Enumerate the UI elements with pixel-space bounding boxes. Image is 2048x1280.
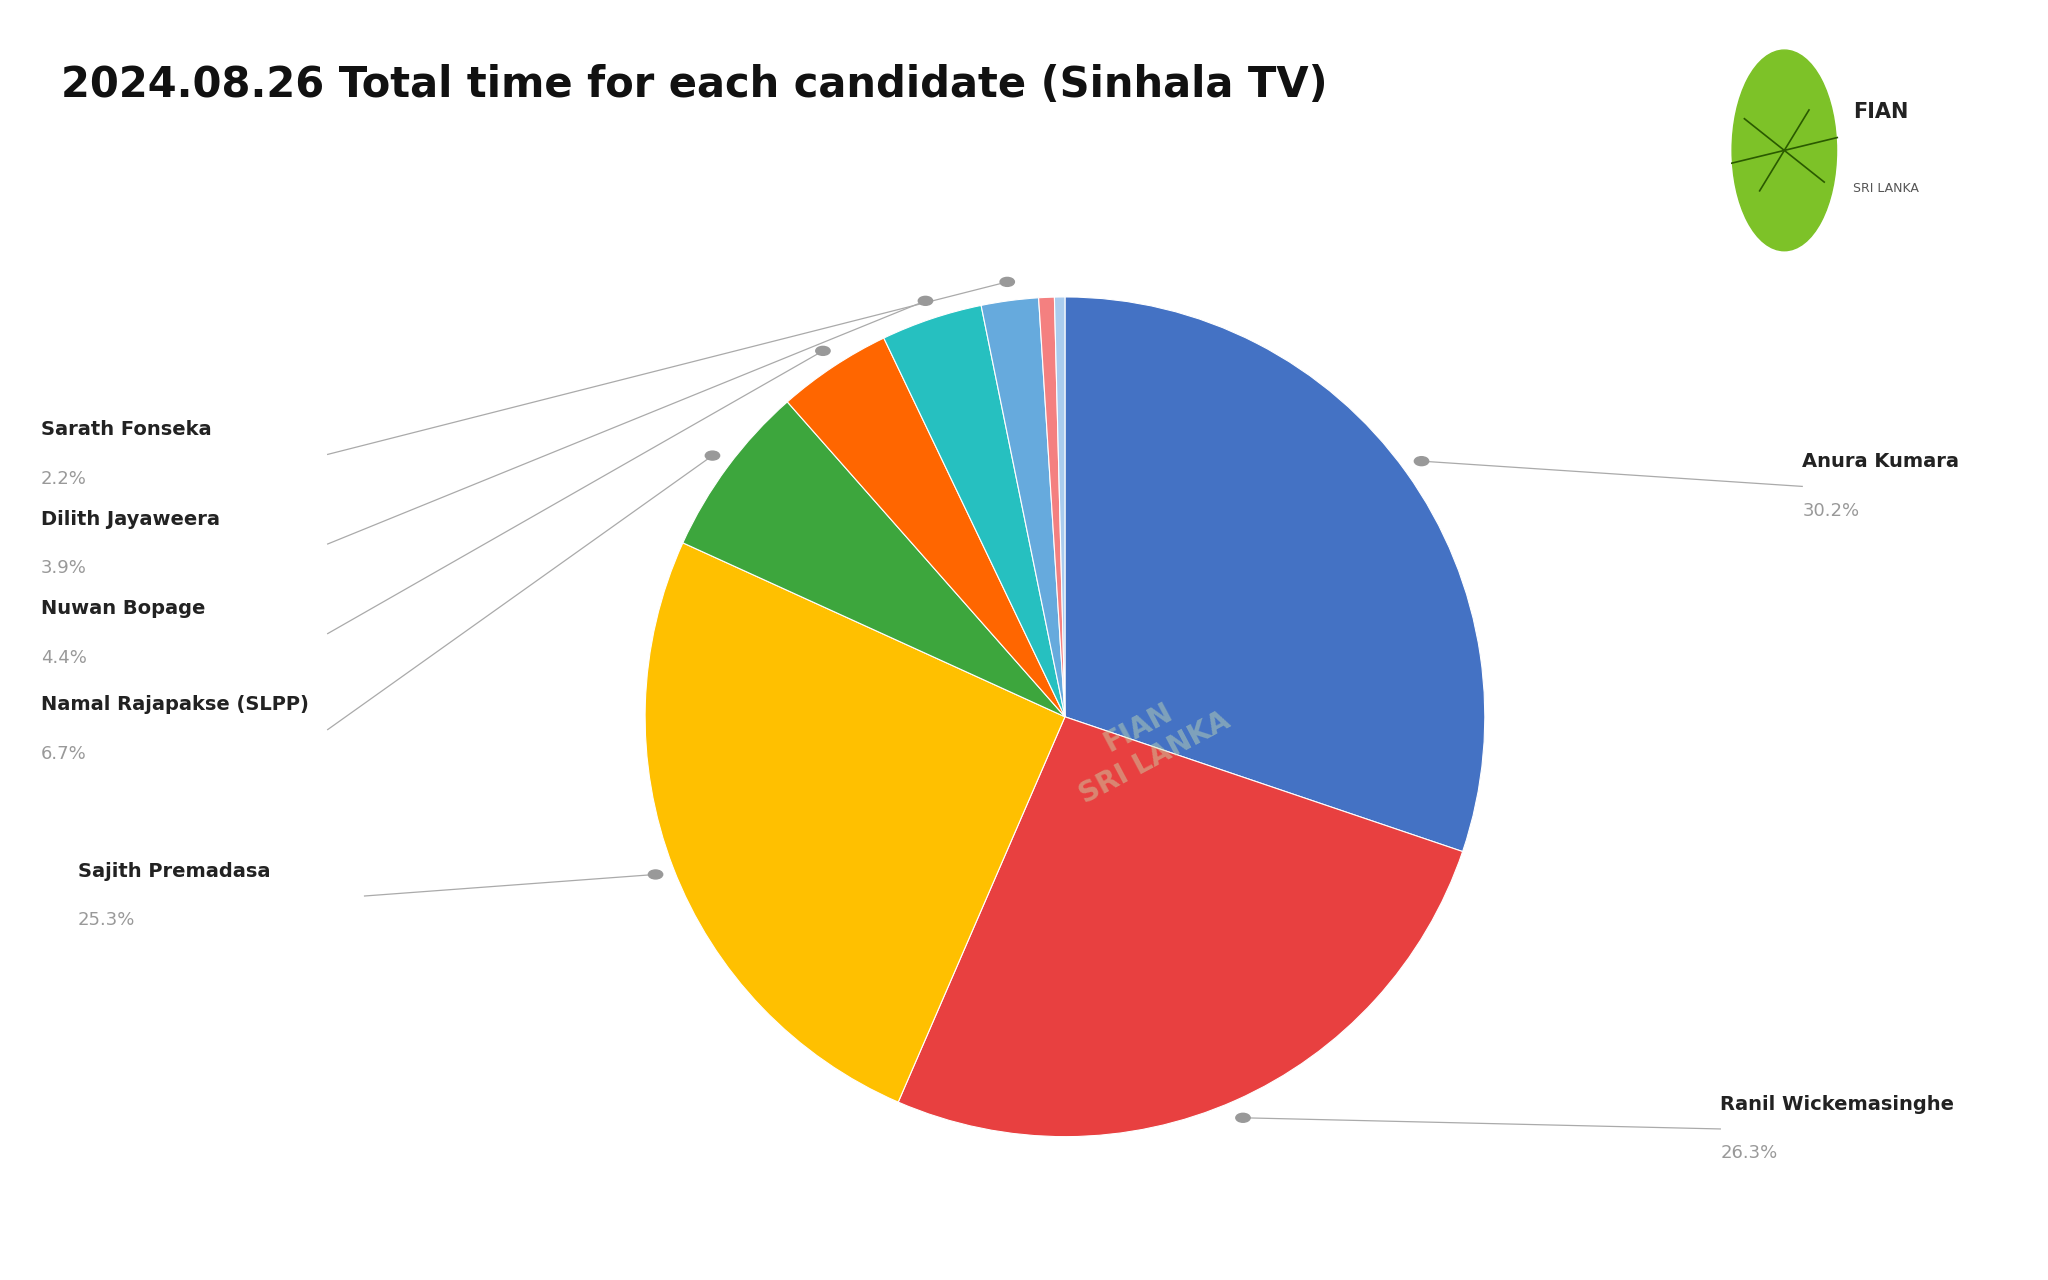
Text: Namal Rajapakse (SLPP): Namal Rajapakse (SLPP) — [41, 695, 309, 714]
Wedge shape — [1038, 297, 1065, 717]
Ellipse shape — [1733, 50, 1837, 251]
Text: 30.2%: 30.2% — [1802, 502, 1860, 520]
Wedge shape — [682, 402, 1065, 717]
Text: FIAN
SRI LANKA: FIAN SRI LANKA — [1059, 676, 1235, 809]
Text: 26.3%: 26.3% — [1720, 1144, 1778, 1162]
Text: 4.4%: 4.4% — [41, 649, 86, 667]
Text: Sajith Premadasa: Sajith Premadasa — [78, 861, 270, 881]
Wedge shape — [1055, 297, 1065, 717]
Text: 2.2%: 2.2% — [41, 470, 86, 488]
Text: SRI LANKA: SRI LANKA — [1853, 182, 1919, 195]
Text: Nuwan Bopage: Nuwan Bopage — [41, 599, 205, 618]
Text: FIAN: FIAN — [1853, 102, 1909, 123]
Text: 3.9%: 3.9% — [41, 559, 86, 577]
Text: 6.7%: 6.7% — [41, 745, 86, 763]
Wedge shape — [1065, 297, 1485, 851]
Text: Anura Kumara: Anura Kumara — [1802, 452, 1960, 471]
Text: 25.3%: 25.3% — [78, 911, 135, 929]
Text: Ranil Wickemasinghe: Ranil Wickemasinghe — [1720, 1094, 1954, 1114]
Wedge shape — [786, 338, 1065, 717]
Text: 2024.08.26 Total time for each candidate (Sinhala TV): 2024.08.26 Total time for each candidate… — [61, 64, 1327, 106]
Wedge shape — [899, 717, 1462, 1137]
Text: Sarath Fonseka: Sarath Fonseka — [41, 420, 211, 439]
Wedge shape — [981, 298, 1065, 717]
Text: Dilith Jayaweera: Dilith Jayaweera — [41, 509, 219, 529]
Wedge shape — [885, 306, 1065, 717]
Wedge shape — [645, 543, 1065, 1102]
